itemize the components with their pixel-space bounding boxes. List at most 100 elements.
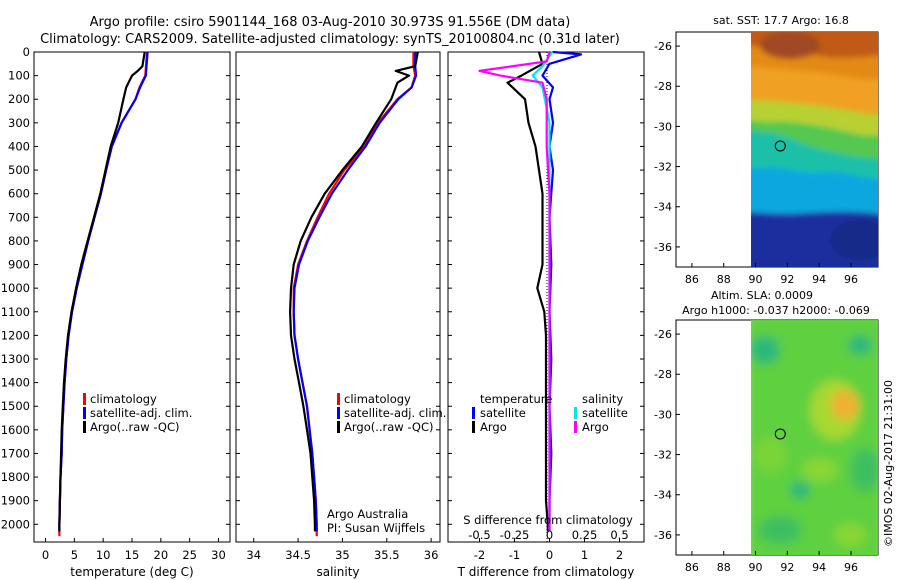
difference-legend-swatch-temp-satellite	[472, 407, 475, 419]
depth-tick-label: 700	[8, 210, 30, 224]
sla-map-ytick-label: -32	[654, 449, 672, 462]
sla-map-field	[751, 320, 878, 555]
temperature-legend-satellite: satellite-adj. clim.	[90, 406, 192, 420]
sst-map-xtick-label: 92	[780, 273, 794, 286]
difference-xlabel: T difference from climatology	[457, 565, 635, 579]
temperature-legend-swatch-satellite	[83, 407, 86, 419]
depth-tick-label: 1200	[1, 328, 30, 342]
sla-map-xtick-label: 94	[812, 561, 826, 574]
header-line-2: Climatology: CARS2009. Satellite-adjuste…	[40, 32, 620, 47]
salinity-annotation-line-2: PI: Susan Wijffels	[327, 521, 425, 535]
sst-map-field	[751, 32, 878, 267]
salinity-xtick-label: 34	[246, 548, 261, 562]
difference-legend-swatch-sal-argo	[574, 421, 577, 433]
difference-salinity-tick-labels: -0.5 -0.25 0 0.25 0.5	[468, 528, 628, 542]
depth-tick-label: 2000	[1, 517, 30, 531]
salinity-annotation-line-1: Argo Australia	[327, 507, 408, 521]
sla-map-xtick-label: 92	[780, 561, 794, 574]
sla-map-title-line-2: Argo h1000: -0.037 h2000: -0.069	[682, 304, 870, 317]
difference-series	[478, 50, 583, 532]
sst-map-xtick-label: 94	[812, 273, 826, 286]
temperature-xtick-label: 0	[42, 548, 49, 562]
temperature-series	[58, 51, 149, 537]
salinity-axes-frame	[235, 51, 441, 543]
sla-map-ytick-label: -28	[654, 368, 672, 381]
difference-salinity-tick-label: 0.5	[610, 528, 628, 542]
sst-map-ytick-label: -34	[654, 201, 672, 214]
salinity-legend-satellite: satellite-adj. clim.	[344, 406, 446, 420]
difference-series-salinity-argo	[478, 51, 551, 532]
difference-legend-temp-argo: Argo	[480, 420, 507, 434]
salinity-series-satellite-adj-clim	[292, 52, 418, 532]
salinity-panel: 34 34.5 35 35.5 36 salinity climatology sate…	[235, 51, 446, 579]
sla-map-ytick-label: -30	[654, 408, 672, 421]
temperature-series-argo-raw-qc	[58, 51, 146, 532]
depth-tick-label: 900	[8, 258, 30, 272]
difference-xtick-label: 1	[581, 548, 588, 562]
depth-tick-label: 300	[8, 116, 30, 130]
temperature-xtick-label: 30	[211, 548, 226, 562]
sla-map-ticks: 86 88 90 92 94 96 -26 -28 -30 -32 -34 -36	[654, 328, 858, 574]
difference-xtick-label: -2	[474, 548, 485, 562]
difference-legend-salinity: salinity satellite Argo	[574, 392, 628, 434]
salinity-legend-swatch-satellite	[337, 407, 340, 419]
temperature-legend-swatch-climatology	[83, 393, 86, 405]
difference-legend-temp-satellite: satellite	[480, 406, 526, 420]
temperature-xtick-label: 15	[125, 548, 140, 562]
sst-map-ticks: 86 88 90 92 94 96 -26 -28 -30 -32 -34 -36	[654, 40, 858, 286]
difference-panel: -2 -1 0 1 2 S difference from climatology -0…	[447, 50, 645, 579]
header-line-1: Argo profile: csiro 5901144_168 03-Aug-2…	[90, 15, 571, 30]
salinity-legend-climatology: climatology	[344, 392, 411, 406]
difference-legend-sal-satellite: satellite	[582, 406, 628, 420]
sla-map-ytick-label: -26	[654, 328, 672, 341]
sst-map-xtick-label: 96	[844, 273, 858, 286]
difference-legend-temperature-title: temperature	[480, 392, 552, 406]
temperature-xtick-label: 5	[71, 548, 78, 562]
difference-xtick-label: -1	[509, 548, 520, 562]
depth-tick-label: 600	[8, 187, 30, 201]
depth-tick-label: 800	[8, 234, 30, 248]
difference-salinity-tick-label: -0.5	[468, 528, 490, 542]
difference-x-ticks: -2 -1 0 1 2	[474, 538, 623, 562]
sst-map-ytick-label: -30	[654, 120, 672, 133]
temperature-panel: 0100200300400500600700800900100011001200…	[1, 45, 231, 579]
sla-map-ytick-label: -36	[654, 529, 672, 542]
salinity-legend-argo: Argo(..raw -QC)	[344, 420, 434, 434]
salinity-x-ticks: 34 34.5 35 35.5 36	[246, 538, 438, 562]
salinity-series	[289, 51, 419, 537]
difference-salinity-tick-label: -0.25	[500, 528, 530, 542]
difference-y-ticks	[448, 51, 644, 525]
sla-map-profile-marker	[774, 428, 786, 440]
salinity-legend: climatology satellite-adj. clim. Argo(..…	[337, 392, 446, 434]
depth-tick-label: 400	[8, 139, 30, 153]
depth-tick-label: 1100	[1, 305, 30, 319]
depth-tick-label: 1500	[1, 399, 30, 413]
depth-tick-label: 200	[8, 92, 30, 106]
depth-tick-label: 100	[8, 69, 30, 83]
depth-tick-label: 1400	[1, 376, 30, 390]
depth-tick-label: 1900	[1, 494, 30, 508]
difference-legend-swatch-temp-argo	[472, 421, 475, 433]
salinity-xtick-label: 35.5	[374, 548, 400, 562]
sla-map-title-line-1: Altim. SLA: 0.0009	[711, 289, 813, 302]
sla-map-xtick-label: 86	[685, 561, 699, 574]
temperature-xtick-label: 20	[154, 548, 169, 562]
difference-xtick-label: 2	[616, 548, 623, 562]
sst-map-xtick-label: 88	[717, 273, 731, 286]
temperature-legend-argo: Argo(..raw -QC)	[90, 420, 180, 434]
temperature-axes-frame	[33, 51, 231, 543]
depth-tick-label: 1800	[1, 470, 30, 484]
footer-watermark: ©IMOS 02-Aug-2017 21:31:00	[882, 380, 895, 547]
depth-tick-label: 1600	[1, 423, 30, 437]
sst-map-ytick-label: -26	[654, 40, 672, 53]
salinity-xlabel: salinity	[316, 565, 359, 579]
salinity-legend-swatch-climatology	[337, 393, 340, 405]
temperature-legend-swatch-argo	[83, 421, 86, 433]
depth-tick-label: 1300	[1, 352, 30, 366]
sst-map-ytick-label: -28	[654, 80, 672, 93]
sst-map-xtick-label: 90	[749, 273, 763, 286]
sst-map-ytick-label: -36	[654, 241, 672, 254]
depth-tick-label: 1700	[1, 446, 30, 460]
temperature-y-ticks: 0 100 200 300 400 500 600 700 800 900 1000 1100 1200…	[1, 45, 230, 531]
